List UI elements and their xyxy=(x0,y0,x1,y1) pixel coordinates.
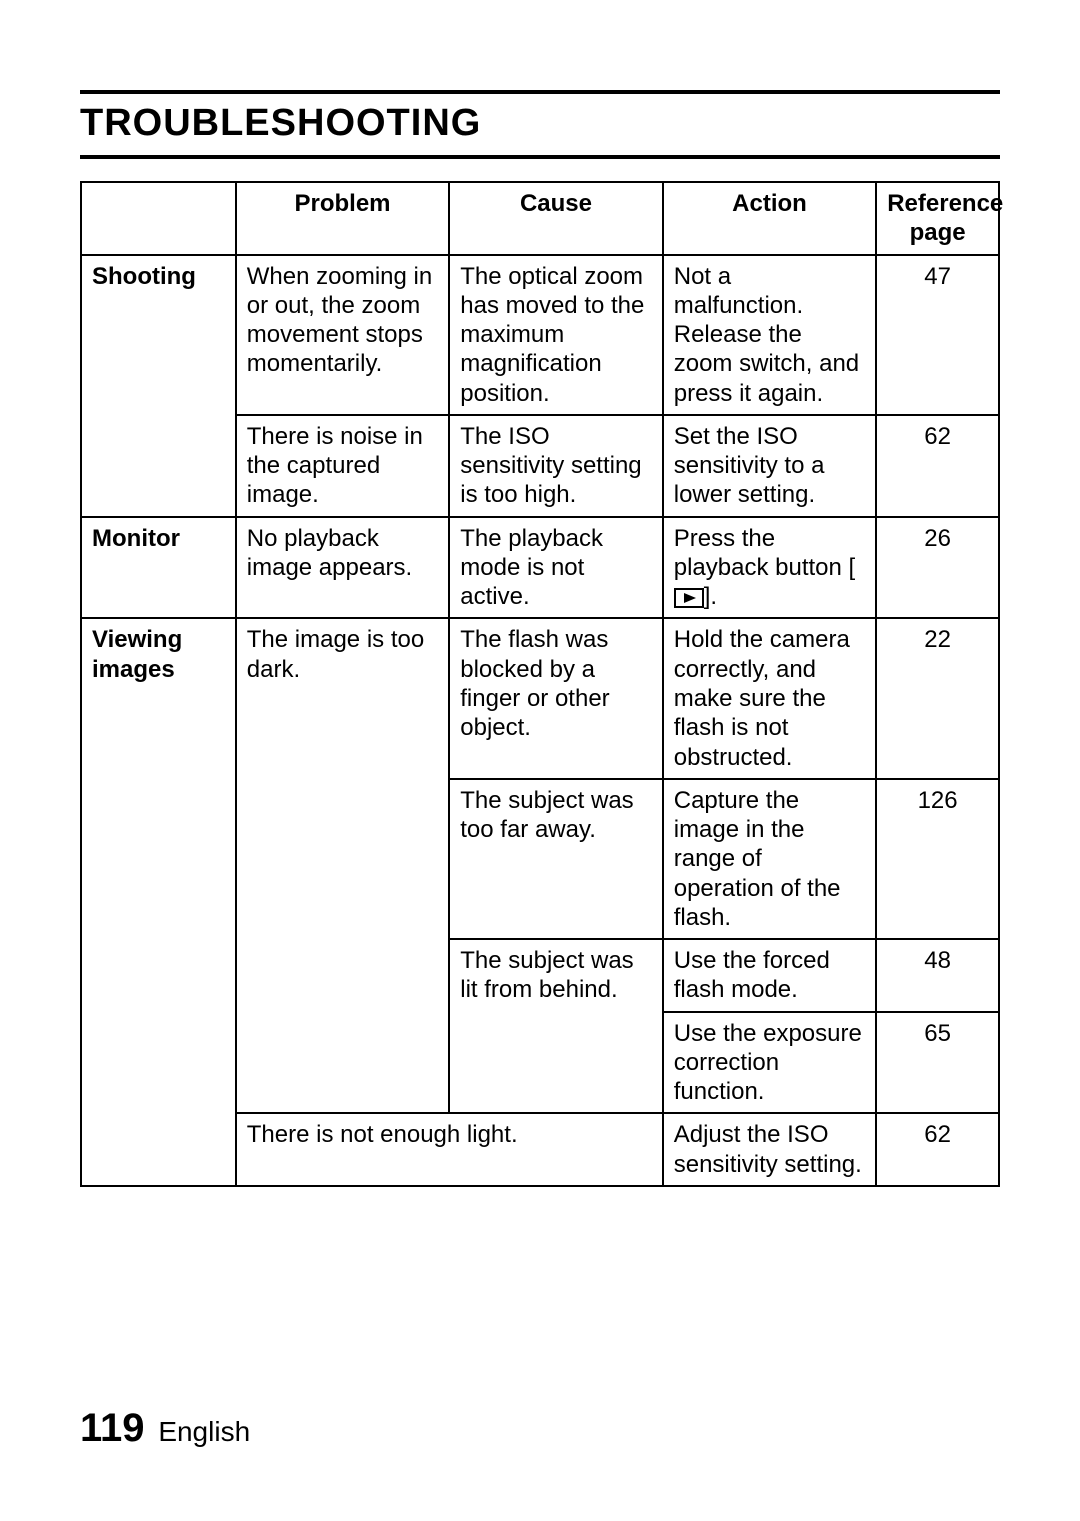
reference-cell: 65 xyxy=(876,1012,999,1114)
reference-cell: 62 xyxy=(876,415,999,517)
table-header-row: Problem Cause Action Reference page xyxy=(81,182,999,255)
page-footer: 119 English xyxy=(80,1406,250,1451)
problem-cell: There is noise in the captured image. xyxy=(236,415,449,517)
header-reference-l2: page xyxy=(910,219,966,246)
action-text: Press the playback button xyxy=(674,525,849,581)
cause-cell: The flash was blocked by a finger or oth… xyxy=(449,618,662,778)
problem-cell: No playback image appears. xyxy=(236,517,449,619)
playback-icon xyxy=(674,588,704,608)
header-reference: Reference page xyxy=(876,182,999,255)
manual-page: TROUBLESHOOTING Problem Cause Action Ref… xyxy=(0,0,1080,1521)
page-title: TROUBLESHOOTING xyxy=(80,102,1000,145)
reference-cell: 22 xyxy=(876,618,999,778)
cause-cell: The subject was lit from behind. xyxy=(449,939,662,1113)
action-cell: Set the ISO sensitivity to a lower setti… xyxy=(663,415,876,517)
header-problem: Problem xyxy=(236,182,449,255)
header-cause: Cause xyxy=(449,182,662,255)
troubleshooting-table: Problem Cause Action Reference page Shoo… xyxy=(80,181,1000,1187)
category-cell-viewing: Viewing images xyxy=(81,618,236,1186)
top-rule xyxy=(80,90,1000,94)
header-action: Action xyxy=(663,182,876,255)
action-cell: Hold the camera correctly, and make sure… xyxy=(663,618,876,778)
action-cell: Capture the image in the range of operat… xyxy=(663,779,876,939)
reference-cell: 62 xyxy=(876,1113,999,1186)
reference-cell: 48 xyxy=(876,939,999,1012)
reference-cell: 126 xyxy=(876,779,999,939)
cause-cell: The optical zoom has moved to the maximu… xyxy=(449,255,662,415)
reference-cell: 47 xyxy=(876,255,999,415)
header-reference-l1: Reference xyxy=(887,190,1003,217)
header-category xyxy=(81,182,236,255)
action-cell: Use the forced flash mode. xyxy=(663,939,876,1012)
problem-cause-merged-cell: There is not enough light. xyxy=(236,1113,663,1186)
action-cell: Use the exposure correction function. xyxy=(663,1012,876,1114)
problem-cell: When zooming in or out, the zoom movemen… xyxy=(236,255,449,415)
bracket-right: ]. xyxy=(704,583,717,610)
table-row: Shooting When zooming in or out, the zoo… xyxy=(81,255,999,415)
cause-cell: The ISO sensitivity setting is too high. xyxy=(449,415,662,517)
table-row: Viewing images The image is too dark. Th… xyxy=(81,618,999,778)
action-cell: Press the playback button []. xyxy=(663,517,876,619)
page-number: 119 xyxy=(80,1406,145,1450)
title-underline xyxy=(80,155,1000,159)
page-language: English xyxy=(158,1416,250,1447)
reference-cell: 26 xyxy=(876,517,999,619)
table-row: Monitor No playback image appears. The p… xyxy=(81,517,999,619)
problem-cell: The image is too dark. xyxy=(236,618,449,1113)
action-cell: Not a malfunction. Release the zoom swit… xyxy=(663,255,876,415)
action-cell: Adjust the ISO sensitivity setting. xyxy=(663,1113,876,1186)
bracket-left: [ xyxy=(849,554,856,581)
cause-cell: The subject was too far away. xyxy=(449,779,662,939)
category-cell-shooting: Shooting xyxy=(81,255,236,517)
cause-cell: The playback mode is not active. xyxy=(449,517,662,619)
category-cell-monitor: Monitor xyxy=(81,517,236,619)
